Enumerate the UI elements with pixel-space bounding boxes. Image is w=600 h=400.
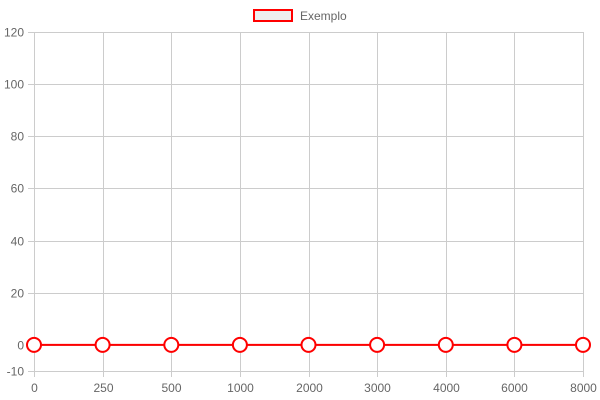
data-point [369, 336, 386, 353]
x-tick-label: 4000 [433, 381, 460, 395]
y-tick-label: 60 [11, 182, 25, 196]
legend[interactable]: Exemplo [253, 9, 347, 23]
x-tick-label: 250 [93, 381, 113, 395]
y-tick-label: 100 [4, 78, 24, 92]
x-tick-label: 6000 [501, 381, 528, 395]
y-tick-label: 80 [11, 130, 25, 144]
data-point [163, 336, 180, 353]
data-point [231, 336, 248, 353]
x-tick-label: 0 [31, 381, 38, 395]
y-tick-label: 120 [4, 26, 24, 40]
y-tick-label: 20 [11, 287, 25, 301]
y-tick-label: -10 [7, 365, 25, 379]
y-tick-label: 40 [11, 235, 25, 249]
x-tick-label: 8000 [570, 381, 597, 395]
x-tick-label: 3000 [364, 381, 391, 395]
y-tick-label: 0 [17, 339, 24, 353]
x-tick-label: 500 [161, 381, 181, 395]
data-point [575, 336, 591, 353]
data-point [437, 336, 454, 353]
data-point [94, 336, 111, 353]
axis-layer: -10 0 20 40 60 80 100 120 0 250 500 1000 2000 3000 400… [4, 26, 597, 396]
x-tick-label: 1000 [227, 381, 254, 395]
grid-layer [28, 32, 584, 377]
legend-swatch[interactable] [253, 9, 293, 22]
x-tick-label: 2000 [296, 381, 323, 395]
data-point [300, 336, 317, 353]
series-layer [26, 336, 591, 353]
data-point [26, 336, 42, 353]
legend-label[interactable]: Exemplo [300, 9, 347, 23]
data-point [506, 336, 523, 353]
